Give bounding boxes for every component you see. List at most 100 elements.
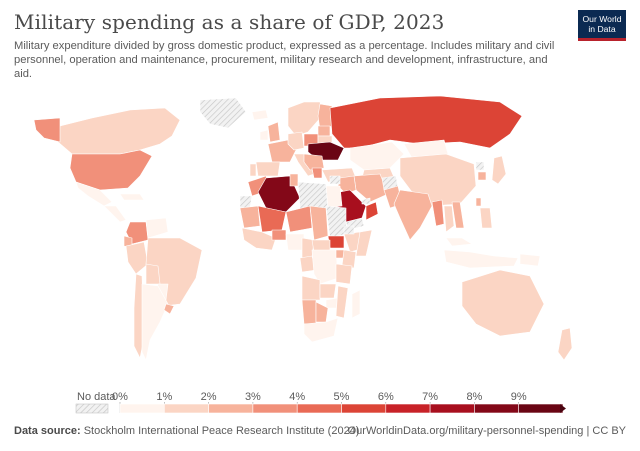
source-label: Data source:: [14, 425, 81, 437]
logo-line-2: in Data: [588, 24, 616, 34]
region-south-sudan[interactable]: South Sudan: [327, 235, 345, 249]
region-philippines[interactable]: Philippines: [479, 207, 493, 229]
color-legend: No data 0% 1% 2% 3% 4% 5% 6% 7% 8% 9%: [75, 391, 566, 414]
legend-tick-label: 6%: [378, 391, 394, 403]
region-uganda[interactable]: Uganda: [335, 249, 345, 259]
region-south-korea[interactable]: South Korea: [477, 171, 487, 181]
region-greece[interactable]: Greece: [311, 167, 323, 179]
legend-bin-6: [385, 403, 431, 414]
region-canada[interactable]: Canada: [57, 107, 181, 155]
region-myanmar[interactable]: Myanmar: [431, 199, 445, 227]
region-peru[interactable]: Peru: [125, 241, 149, 275]
region-mozambique[interactable]: Mozambique: [335, 285, 349, 319]
legend-no-data-swatch: [75, 403, 109, 414]
legend-bin-8: [474, 403, 519, 414]
legend-tick-label: 7%: [422, 391, 438, 403]
region-germany[interactable]: Germany: [287, 131, 305, 151]
legend-bin-3: [252, 403, 298, 414]
legend-bin-7: [429, 403, 475, 414]
region-angola[interactable]: Angola: [301, 275, 321, 301]
legend-no-data-label: No data: [77, 391, 116, 403]
region-niger[interactable]: Niger: [285, 205, 313, 233]
region-malaysia[interactable]: Malaysia: [445, 237, 473, 247]
region-united-kingdom[interactable]: United Kingdom: [267, 121, 281, 143]
region-tunisia[interactable]: Tunisia: [289, 173, 299, 187]
region-bolivia[interactable]: Bolivia: [145, 263, 161, 285]
region-uruguay[interactable]: Uruguay: [163, 303, 175, 315]
region-nigeria[interactable]: Nigeria: [285, 233, 305, 251]
page-subtitle: Military expenditure divided by gross do…: [14, 40, 555, 80]
region-chad[interactable]: Chad: [309, 205, 329, 241]
region-indonesia[interactable]: Indonesia: [443, 249, 519, 269]
region-mauritania[interactable]: Mauritania: [239, 205, 261, 229]
region-south-africa[interactable]: South Africa: [303, 317, 339, 343]
region-argentina[interactable]: Argentina: [141, 283, 169, 361]
region-libya[interactable]: Libya: [297, 181, 329, 211]
region-western-sahara[interactable]: Western Sahara: [239, 195, 253, 209]
region-oman[interactable]: Oman: [365, 201, 379, 221]
region-kenya[interactable]: Kenya: [341, 249, 357, 269]
world-map[interactable]: CanadaAlaskaGreenlandUnited StatesMexico…: [0, 78, 640, 378]
region-eritrea[interactable]: Eritrea: [343, 225, 355, 235]
region-west-africa-coast[interactable]: West Africa coast: [241, 227, 277, 251]
legend-bin-2: [208, 403, 254, 414]
region-japan[interactable]: Japan: [491, 155, 507, 185]
region-baltic-states[interactable]: Baltic states: [317, 125, 331, 137]
legend-tick-label: 8%: [466, 391, 482, 403]
legend-tick-label: 0%: [112, 391, 128, 403]
region-ireland[interactable]: Ireland: [259, 129, 269, 141]
region-vietnam[interactable]: Vietnam: [451, 201, 465, 229]
region-burkina-faso[interactable]: Burkina Faso: [271, 229, 287, 241]
legend-bin-9: [518, 403, 564, 414]
region-russia[interactable]: Russia: [329, 95, 523, 149]
page-title: Military spending as a share of GDP, 202…: [14, 10, 445, 34]
region-india[interactable]: India: [393, 189, 433, 241]
region-alaska[interactable]: Alaska: [33, 117, 61, 143]
legend-tick-label: 3%: [245, 391, 261, 403]
region-sudan[interactable]: Sudan: [325, 205, 347, 239]
region-syria[interactable]: Syria: [329, 175, 341, 185]
region-madagascar[interactable]: Madagascar: [351, 289, 361, 319]
legend-tick-label: 1%: [156, 391, 172, 403]
region-zambia[interactable]: Zambia: [319, 283, 337, 299]
region-caribbean[interactable]: Caribbean: [119, 193, 145, 201]
region-new-zealand[interactable]: New Zealand: [557, 327, 573, 361]
owid-logo[interactable]: Our World in Data: [578, 10, 626, 41]
region-australia[interactable]: Australia: [461, 269, 545, 337]
region-scandinavia[interactable]: Scandinavia: [287, 101, 323, 137]
source-url-link[interactable]: OurWorldinData.org/military-personnel-sp…: [347, 425, 626, 437]
region-somalia[interactable]: Somalia: [355, 229, 373, 257]
region-italy[interactable]: Italy: [293, 153, 315, 177]
region-chile[interactable]: Chile: [133, 273, 145, 359]
source-text: Stockholm International Peace Research I…: [83, 425, 360, 437]
region-france[interactable]: France: [267, 139, 297, 163]
legend-bin-0: [119, 403, 165, 414]
logo-line-1: Our World: [582, 14, 622, 24]
legend-bin-1: [164, 403, 209, 414]
region-uae[interactable]: UAE: [361, 197, 371, 205]
region-iceland[interactable]: Iceland: [251, 109, 269, 121]
region-namibia[interactable]: Namibia: [301, 299, 317, 325]
footer: Data source: Stockholm International Pea…: [14, 425, 626, 437]
region-taiwan[interactable]: Taiwan: [475, 197, 482, 207]
region-papua-new-guinea[interactable]: Papua New Guinea: [519, 253, 541, 267]
region-tanzania[interactable]: Tanzania: [335, 263, 353, 285]
region-mongolia[interactable]: Mongolia: [403, 139, 449, 159]
legend-bin-5: [341, 403, 387, 414]
region-north-korea[interactable]: North Korea: [475, 161, 485, 171]
region-zimbabwe[interactable]: Zimbabwe: [325, 297, 339, 309]
region-portugal[interactable]: Portugal: [249, 163, 257, 177]
region-greenland[interactable]: Greenland: [199, 97, 247, 129]
region-spain[interactable]: Spain: [255, 161, 281, 177]
legend-tick-label: 4%: [289, 391, 305, 403]
legend-overflow-arrow: [560, 404, 566, 413]
region-central-america[interactable]: Central America: [103, 205, 127, 223]
region-egypt[interactable]: Egypt: [325, 185, 343, 209]
region-united-states[interactable]: United States: [69, 149, 153, 191]
region-dr-congo[interactable]: DR Congo: [311, 249, 339, 285]
legend-bin-4: [296, 403, 342, 414]
region-thailand[interactable]: Thailand: [443, 205, 455, 233]
logo-accent-bar: [578, 38, 626, 41]
legend-tick-label: 2%: [201, 391, 217, 403]
region-venezuela[interactable]: Venezuela: [145, 217, 169, 239]
